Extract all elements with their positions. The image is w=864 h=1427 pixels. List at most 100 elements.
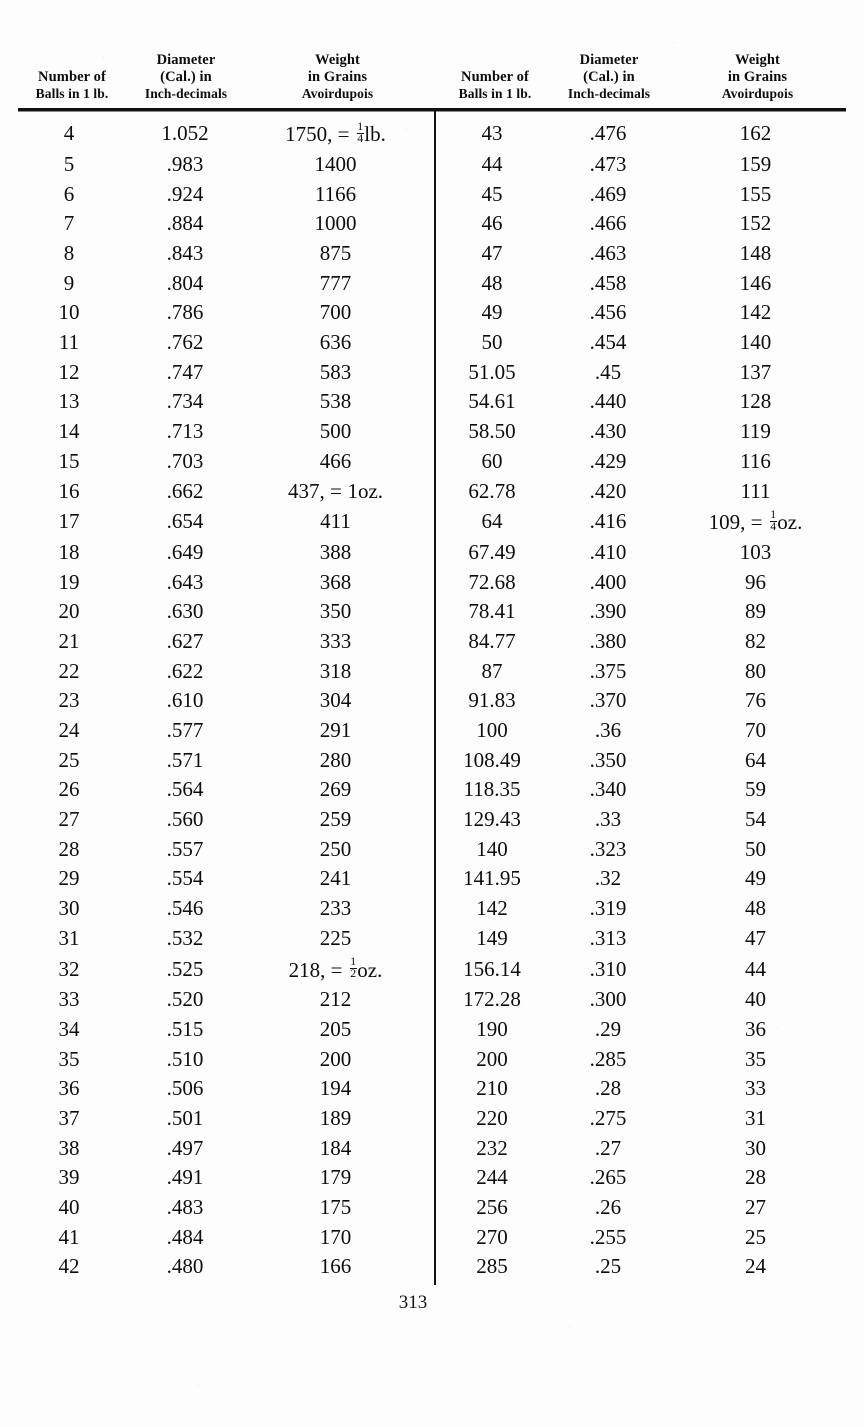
table-row: 41 .484 170 270 .255 25 (18, 1219, 846, 1255)
cell-weight-left: 333 (319, 628, 352, 653)
cell-number-left: 41 (58, 1224, 80, 1249)
column-divider (429, 950, 441, 988)
cell-diameter-left: .501 (166, 1105, 204, 1130)
cell-weight-left: 350 (319, 599, 352, 624)
cell-number-right: 48 (481, 270, 503, 295)
cell-number-right: 91.83 (468, 688, 516, 713)
table-row: 37 .501 189 220 .275 31 (18, 1100, 846, 1136)
column-divider (429, 831, 441, 867)
cell-number-right: 100 (476, 718, 508, 743)
cell-weight-left: 304 (319, 688, 352, 713)
cell-diameter-right: .430 (589, 419, 627, 444)
column-divider (429, 683, 441, 719)
cell-diameter-right: .458 (589, 270, 627, 295)
cell-diameter-left: .480 (166, 1254, 204, 1279)
cell-weight-right: 162 (739, 121, 772, 146)
cell-number-right: 200 (476, 1046, 508, 1071)
cell-number-left: 19 (58, 569, 80, 594)
cell-diameter-left: .577 (166, 718, 204, 743)
cell-diameter-left: .734 (166, 389, 204, 414)
cell-diameter-right: .410 (589, 539, 627, 564)
cell-diameter-left: .703 (166, 448, 204, 473)
table-row: 9 .804 777 48 .458 146 (18, 265, 846, 301)
cell-number-left: 25 (58, 747, 80, 772)
cell-diameter-left: .484 (166, 1224, 204, 1249)
cell-weight-right: 70 (745, 718, 766, 743)
column-divider (429, 1041, 441, 1077)
cell-number-left: 32 (58, 956, 80, 981)
cell-weight-left: 212 (319, 987, 352, 1012)
cell-diameter-right: .33 (594, 807, 622, 832)
cell-diameter-right: .375 (589, 658, 627, 683)
cell-number-right: 60 (481, 448, 503, 473)
column-divider (429, 1070, 441, 1107)
cell-weight-right: 35 (745, 1046, 766, 1071)
table-row: 32 .525 218, = 1 2 oz. 156.14 .310 44 (18, 950, 846, 988)
cell-weight-left: 466 (319, 448, 352, 473)
page-folio: 313 (0, 1292, 864, 1314)
cell-number-right: 172.28 (463, 987, 521, 1012)
cell-number-left: 16 (58, 478, 80, 503)
column-divider (429, 1011, 441, 1047)
column-divider (429, 324, 441, 361)
header-line: Inch-decimals (567, 85, 651, 101)
cell-weight-right: 82 (745, 628, 766, 653)
cell-number-right: 54.61 (468, 389, 516, 414)
cell-diameter-right: .313 (589, 925, 627, 950)
cell-weight-right: 116 (740, 448, 771, 473)
cell-weight-left: 269 (319, 777, 352, 802)
cell-number-left: 14 (58, 419, 80, 444)
header-line: Number of (38, 68, 106, 85)
column-divider (429, 890, 441, 927)
header-line: Weight (315, 52, 360, 68)
column-divider (429, 502, 441, 541)
cell-diameter-right: .300 (589, 987, 627, 1012)
cell-diameter-right: .310 (589, 956, 627, 981)
column-divider (429, 1130, 441, 1166)
column-divider (429, 384, 441, 420)
cell-number-right: 149 (476, 925, 508, 950)
column-divider (429, 413, 441, 450)
header-weight-right: Weight in Grains Avoirdupois (669, 52, 846, 108)
cell-number-left: 9 (63, 270, 75, 295)
cell-number-left: 7 (63, 211, 75, 236)
cell-number-left: 30 (58, 896, 80, 921)
cell-number-right: 58.50 (468, 419, 516, 444)
table-row: 5 .983 1400 44 .473 159 (18, 146, 846, 182)
cell-weight-left: 636 (319, 330, 352, 355)
cell-number-left: 28 (58, 836, 80, 861)
cell-diameter-right: .32 (594, 866, 622, 891)
cell-diameter-left: .762 (166, 330, 204, 355)
table-row: 22 .622 318 87 .375 80 (18, 653, 846, 689)
table-body: 4 1.052 1750, = 1 4 lb. 43.476 162 5.983 1400 44.… (18, 109, 846, 1285)
cell-number-right: 256 (476, 1195, 508, 1220)
header-rule-row (18, 108, 846, 112)
cell-number-right: 87 (481, 658, 503, 683)
cell-number-right: 141.95 (463, 866, 521, 891)
cell-diameter-left: .546 (166, 896, 204, 921)
cell-number-left: 34 (58, 1016, 80, 1041)
table-row: 11 .762 636 50 .454 140 (18, 324, 846, 361)
cell-number-right: 210 (476, 1076, 508, 1101)
cell-diameter-left: .747 (166, 359, 204, 384)
cell-number-right: 118.35 (463, 777, 521, 802)
cell-weight-right: 47 (745, 925, 766, 950)
cell-weight-left: 170 (319, 1224, 352, 1249)
cell-diameter-left: .571 (166, 747, 204, 772)
cell-weight-left: 875 (319, 241, 352, 266)
cell-diameter-left: .843 (166, 241, 204, 266)
header-line: (Cal.) in (583, 68, 635, 85)
cell-diameter-right: .370 (589, 688, 627, 713)
cell-diameter-right: .26 (594, 1195, 622, 1220)
table-row: 13 .734 538 54.61 .440 128 (18, 384, 846, 420)
cell-number-right: 244 (476, 1165, 508, 1190)
cell-diameter-right: .420 (589, 478, 627, 503)
column-divider (429, 265, 441, 301)
header-row: Number of Balls in 1 lb. Diameter (Cal.)… (18, 52, 846, 108)
cell-diameter-left: .643 (166, 569, 204, 594)
cell-number-left: 4 (63, 121, 75, 146)
cell-diameter-right: .319 (589, 896, 627, 921)
cell-number-left: 18 (58, 539, 80, 564)
table-container: Number of Balls in 1 lb. Diameter (Cal.)… (18, 52, 846, 1285)
cell-diameter-right: .390 (589, 599, 627, 624)
